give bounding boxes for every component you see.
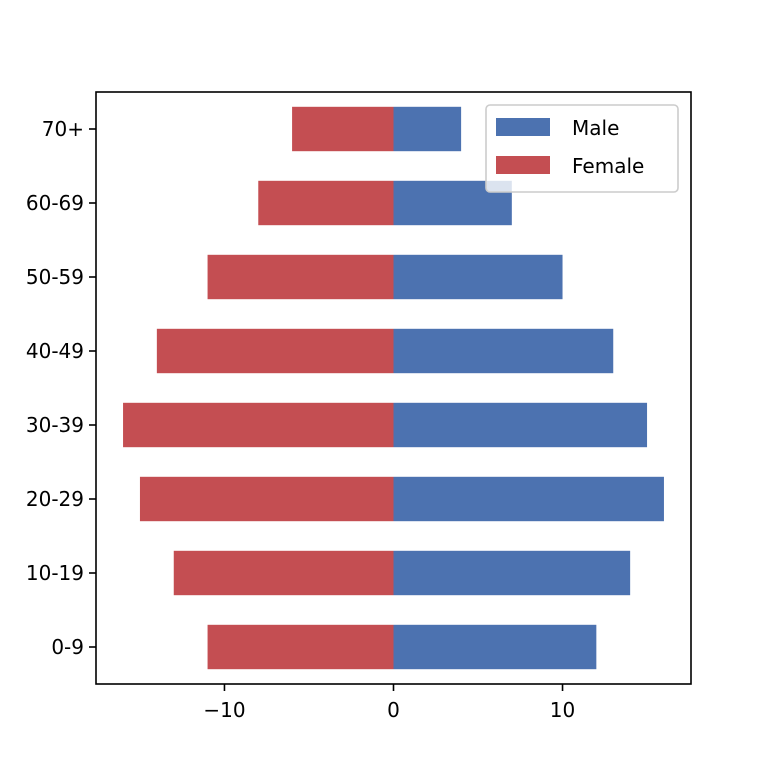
- bar-female-70plus: [292, 106, 394, 152]
- y-axis: 0-9 10-19 20-29 30-39 40-49 50-59 60-69 70+: [26, 117, 96, 659]
- legend-swatch-male: [496, 118, 550, 136]
- bar-female-30-39: [123, 402, 394, 448]
- bar-female-0-9: [207, 624, 394, 670]
- legend-swatch-female: [496, 156, 550, 174]
- y-tick-label: 50-59: [26, 265, 84, 289]
- legend-label-male: Male: [572, 116, 619, 140]
- x-tick-label: −10: [203, 698, 245, 722]
- x-tick-label: 0: [387, 698, 400, 722]
- y-tick-label: 10-19: [26, 561, 84, 585]
- y-tick-label: 30-39: [26, 413, 84, 437]
- legend-label-female: Female: [572, 154, 644, 178]
- x-tick-label: 10: [550, 698, 575, 722]
- bar-male-70plus: [393, 106, 462, 152]
- y-tick-label: 70+: [42, 117, 84, 141]
- legend: Male Female: [485, 104, 679, 193]
- bars-group: [123, 106, 664, 670]
- bar-female-10-19: [173, 550, 394, 596]
- bar-male-10-19: [393, 550, 631, 596]
- bar-female-20-29: [139, 476, 394, 522]
- y-tick-label: 40-49: [26, 339, 84, 363]
- y-tick-label: 0-9: [51, 635, 84, 659]
- bar-male-0-9: [393, 624, 597, 670]
- bar-male-50-59: [393, 254, 563, 300]
- bar-male-20-29: [393, 476, 664, 522]
- y-tick-label: 20-29: [26, 487, 84, 511]
- bar-male-30-39: [393, 402, 648, 448]
- y-tick-label: 60-69: [26, 191, 84, 215]
- bar-male-40-49: [393, 328, 614, 374]
- x-axis: −10 0 10: [203, 684, 575, 722]
- bar-female-50-59: [207, 254, 394, 300]
- bar-female-40-49: [156, 328, 394, 374]
- bar-female-60-69: [258, 180, 394, 226]
